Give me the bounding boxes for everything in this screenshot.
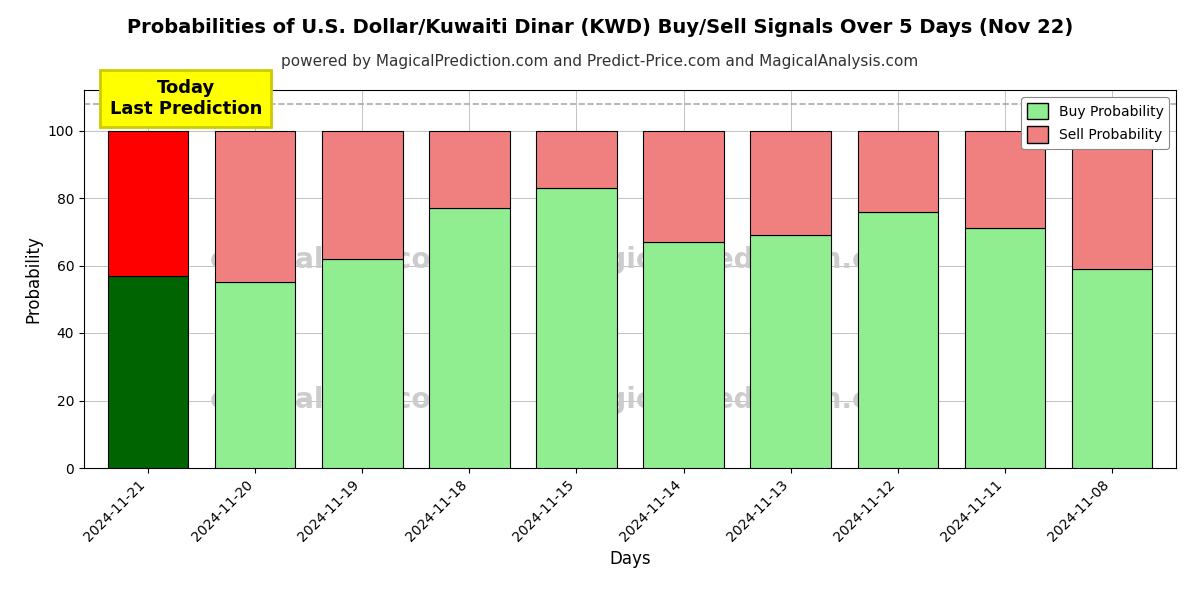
Bar: [108, 130, 188, 275]
Bar: [858, 130, 937, 211]
Bar: [750, 130, 830, 235]
Bar: [323, 259, 402, 468]
Bar: [215, 283, 295, 468]
Bar: [643, 242, 724, 468]
Bar: [536, 188, 617, 468]
Text: calAnalysis.com: calAnalysis.com: [210, 386, 461, 414]
Text: MagicalPrediction.com: MagicalPrediction.com: [560, 246, 918, 274]
Bar: [1072, 269, 1152, 468]
Text: Today
Last Prediction: Today Last Prediction: [109, 79, 262, 118]
Bar: [536, 130, 617, 188]
Bar: [965, 130, 1045, 229]
Text: calAnalysis.com: calAnalysis.com: [210, 246, 461, 274]
Bar: [1072, 130, 1152, 269]
Bar: [858, 211, 937, 468]
Bar: [643, 130, 724, 242]
Bar: [965, 229, 1045, 468]
Text: powered by MagicalPrediction.com and Predict-Price.com and MagicalAnalysis.com: powered by MagicalPrediction.com and Pre…: [281, 54, 919, 69]
Bar: [430, 208, 510, 468]
Bar: [108, 275, 188, 468]
Bar: [750, 235, 830, 468]
Bar: [215, 130, 295, 283]
Legend: Buy Probability, Sell Probability: Buy Probability, Sell Probability: [1021, 97, 1169, 149]
Y-axis label: Probability: Probability: [24, 235, 42, 323]
X-axis label: Days: Days: [610, 550, 650, 568]
Text: Probabilities of U.S. Dollar/Kuwaiti Dinar (KWD) Buy/Sell Signals Over 5 Days (N: Probabilities of U.S. Dollar/Kuwaiti Din…: [127, 18, 1073, 37]
Text: MagicalPrediction.com: MagicalPrediction.com: [560, 386, 918, 414]
Bar: [430, 130, 510, 208]
Bar: [323, 130, 402, 259]
